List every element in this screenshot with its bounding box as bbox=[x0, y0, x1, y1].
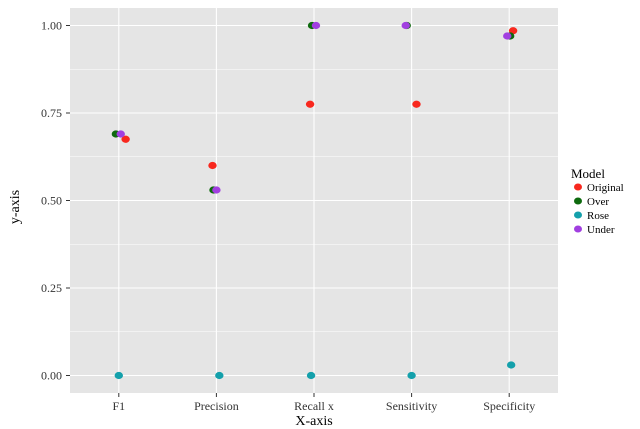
x-tick-label: Sensitivity bbox=[386, 399, 437, 413]
data-points bbox=[111, 21, 518, 380]
point-under bbox=[212, 186, 221, 194]
legend: Model Original Over Rose Under bbox=[571, 166, 624, 236]
point-under bbox=[311, 21, 321, 30]
legend-key-under bbox=[574, 225, 582, 233]
y-tick-label: 0.00 bbox=[41, 369, 62, 383]
point-under bbox=[503, 32, 512, 40]
x-tick-label: Specificity bbox=[483, 399, 535, 413]
y-axis-title: y-axis bbox=[8, 190, 23, 224]
point-original bbox=[412, 100, 421, 108]
point-rose bbox=[306, 371, 316, 380]
legend-label-rose: Rose bbox=[587, 210, 609, 222]
y-axis-ticks: 0.00 0.25 0.50 0.75 1.00 bbox=[41, 19, 70, 383]
point-under bbox=[116, 130, 125, 138]
x-axis-title: X-axis bbox=[295, 414, 332, 429]
point-original bbox=[305, 100, 315, 108]
x-tick-label: F1 bbox=[112, 399, 125, 413]
legend-label-over: Over bbox=[587, 196, 609, 208]
legend-label-original: Original bbox=[587, 182, 624, 194]
legend-label-under: Under bbox=[587, 224, 615, 236]
y-tick-label: 0.25 bbox=[41, 281, 62, 295]
x-tick-label: Recall x bbox=[294, 399, 334, 413]
point-original bbox=[208, 161, 217, 170]
legend-key-over bbox=[574, 197, 582, 205]
legend-key-original bbox=[574, 183, 582, 191]
x-axis-ticks: F1 Precision Recall x Sensitivity Specificit… bbox=[112, 393, 535, 413]
y-tick-label: 0.75 bbox=[41, 106, 62, 120]
point-original bbox=[121, 135, 130, 143]
x-tick-label: Precision bbox=[194, 399, 239, 413]
legend-title: Model bbox=[571, 166, 605, 181]
point-rose bbox=[114, 371, 124, 380]
legend-key-rose bbox=[574, 211, 582, 219]
point-rose bbox=[407, 371, 416, 380]
grid-lines bbox=[70, 8, 558, 393]
point-rose bbox=[215, 371, 224, 380]
point-under bbox=[401, 21, 410, 30]
point-rose bbox=[506, 361, 516, 369]
y-tick-label: 1.00 bbox=[41, 19, 62, 33]
y-tick-label: 0.50 bbox=[41, 194, 62, 208]
